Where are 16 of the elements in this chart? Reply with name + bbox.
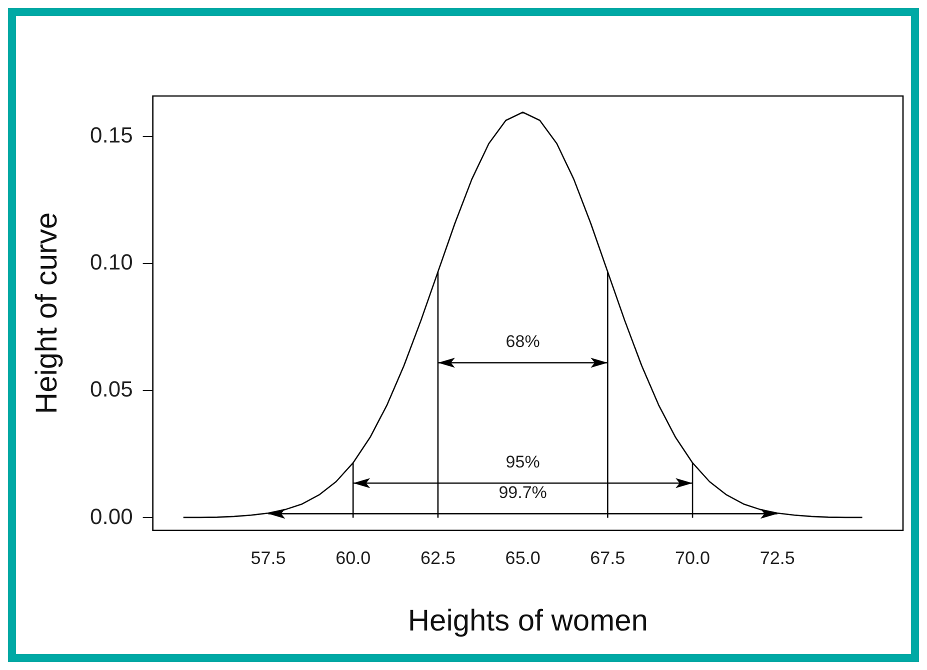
x-tick-label: 65.0: [505, 548, 540, 568]
x-tick-label: 62.5: [420, 548, 456, 568]
annotation: 99.7%: [498, 482, 547, 502]
x-tick-label: 72.5: [760, 548, 795, 568]
y-tick-label: 0.15: [90, 122, 133, 148]
annotation: 95%: [506, 452, 540, 472]
x-axis-title: Heights of women: [408, 604, 648, 638]
y-tick-label: 0.10: [90, 250, 133, 275]
x-tick-label: 67.5: [590, 548, 626, 568]
x-tick-label: 60.0: [336, 548, 371, 568]
y-axis-title: Height of curve: [30, 212, 64, 414]
x-tick-label: 70.0: [675, 548, 710, 568]
annotation: 68%: [506, 332, 540, 351]
y-tick-label: 0.00: [90, 504, 133, 529]
x-tick-label: 57.5: [250, 548, 286, 568]
y-tick-label: 0.05: [90, 376, 133, 402]
